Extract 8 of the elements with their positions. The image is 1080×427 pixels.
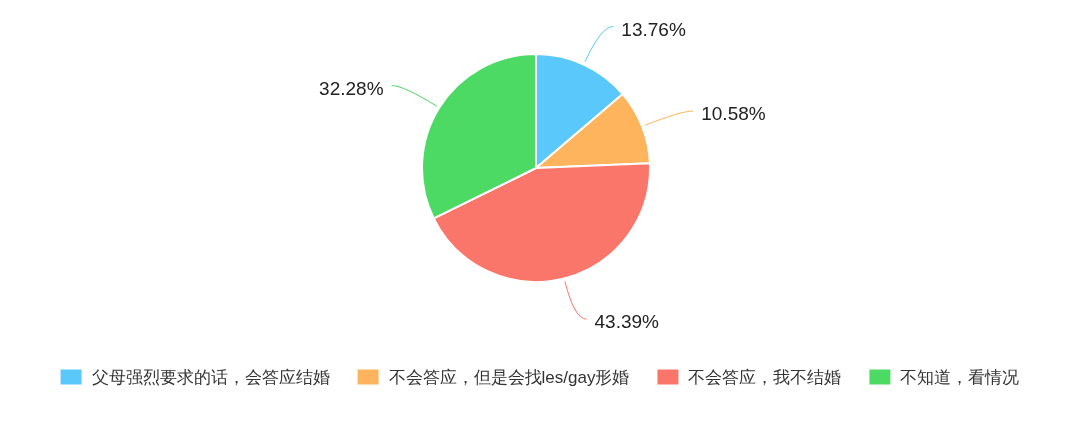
legend-label: 父母强烈要求的话，会答应结婚 (91, 367, 330, 387)
legend-label: 不会答应，但是会找les/gay形婚 (388, 367, 630, 387)
data-label: 13.76% (621, 18, 686, 40)
data-label: 10.58% (701, 103, 766, 125)
data-label: 32.28% (319, 77, 384, 99)
legend-label: 不会答应，我不结婚 (688, 367, 842, 387)
data-label: 43.39% (594, 311, 660, 333)
legend-label: 不知道，看情况 (900, 367, 1020, 387)
